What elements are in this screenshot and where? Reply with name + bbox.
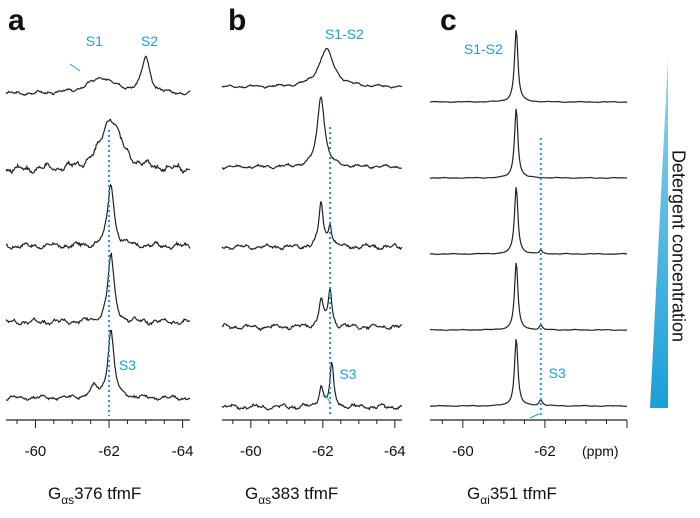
- spectrum-trace-a-2: [5, 118, 191, 175]
- spectrum-trace-a-1: [5, 55, 191, 96]
- peak-label-b-0: S1-S2: [325, 26, 364, 42]
- spectrum-trace-c-5: [430, 339, 628, 408]
- spectrum-trace-a-5: [5, 329, 191, 402]
- caption-b-post: 383 tfmF: [271, 484, 339, 503]
- leader-line-s1: [69, 63, 81, 72]
- caption-a-post: 376 tfmF: [74, 484, 142, 503]
- x-unit-label: (ppm): [582, 443, 619, 459]
- spectrum-trace-b-4: [221, 287, 403, 332]
- spectrum-trace-c-4: [430, 262, 627, 332]
- caption-c-sub: αi: [480, 493, 490, 507]
- x-tick-label-a-0: -60: [25, 443, 47, 460]
- x-tick-label-c-1: -62: [534, 443, 556, 460]
- spectrum-trace-c-2: [430, 108, 627, 180]
- caption-b-pre: G: [245, 484, 259, 503]
- peak-label-c-1: S3: [549, 365, 566, 381]
- spectrum-trace-b-2: [221, 95, 403, 171]
- spectrum-trace-a-4: [5, 252, 191, 327]
- spectrum-trace-c-3: [430, 187, 628, 256]
- x-tick-label-b-2: -64: [384, 443, 406, 460]
- panel-letter-b: b: [228, 4, 247, 37]
- x-tick-label-b-1: -62: [312, 443, 334, 460]
- panel-letter-c: c: [440, 4, 457, 37]
- caption-c: Gαi351 tfmF: [467, 484, 557, 507]
- leader-line-s3-c: [529, 413, 540, 419]
- caption-b: Gαs383 tfmF: [245, 484, 339, 507]
- concentration-wedge: [650, 58, 668, 408]
- peak-label-a-2: S3: [119, 357, 136, 373]
- caption-c-pre: G: [467, 484, 481, 503]
- peak-label-a-1: S2: [141, 33, 158, 49]
- caption-a-sub: αs: [61, 493, 75, 507]
- spectrum-trace-b-1: [221, 47, 403, 89]
- caption-c-post: 351 tfmF: [489, 484, 557, 503]
- caption-a: Gαs376 tfmF: [48, 484, 142, 507]
- x-tick-label-c-0: -60: [452, 443, 474, 460]
- spectrum-trace-a-3: [5, 183, 191, 251]
- x-tick-label-a-1: -62: [98, 443, 120, 460]
- spectrum-trace-b-5: [221, 361, 403, 411]
- spectrum-trace-c-1: [429, 29, 628, 104]
- x-tick-label-b-0: -60: [240, 443, 262, 460]
- peak-label-a-0: S1: [86, 33, 103, 49]
- detergent-concentration-label: Detergent concentration: [655, 86, 700, 406]
- leader-line-s3-b: [323, 393, 332, 404]
- spectrum-trace-b-3: [221, 201, 403, 251]
- caption-a-pre: G: [48, 484, 62, 503]
- detergent-concentration-text: Detergent concentration: [668, 149, 689, 343]
- peak-label-b-1: S3: [339, 366, 356, 382]
- peak-label-c-0: S1-S2: [464, 41, 503, 57]
- x-tick-label-a-2: -64: [172, 443, 194, 460]
- panel-letter-a: a: [8, 4, 25, 37]
- caption-b-sub: αs: [258, 493, 272, 507]
